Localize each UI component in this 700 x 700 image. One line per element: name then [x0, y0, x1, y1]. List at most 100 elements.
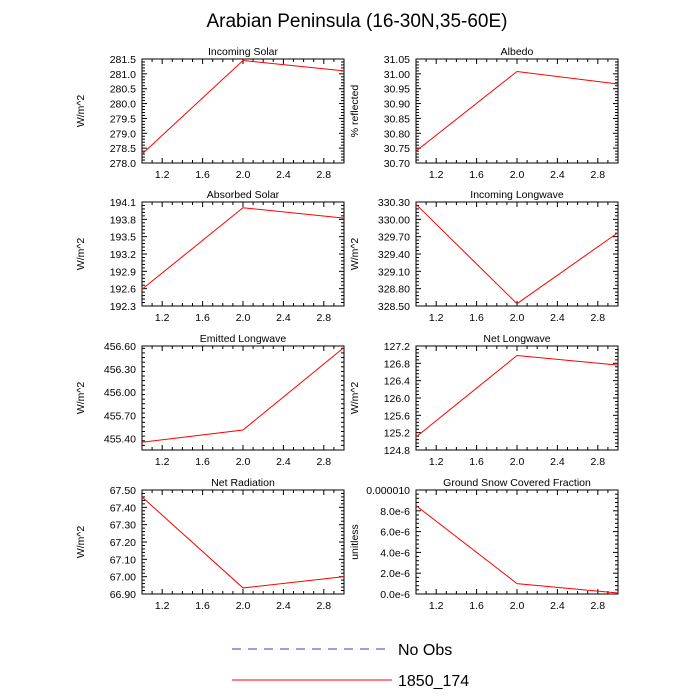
y-tick-label: 329.10 [378, 266, 410, 278]
y-tick-label: 67.00 [110, 572, 136, 584]
x-tick-label: 2.8 [316, 312, 331, 324]
x-tick-label: 1.6 [195, 600, 210, 612]
x-tick-label: 1.2 [429, 456, 444, 468]
x-tick-label: 2.8 [590, 456, 605, 468]
y-tick-label: 4.0e-6 [380, 547, 410, 559]
y-axis-label: W/m^2 [75, 95, 87, 128]
x-tick-label: 2.4 [550, 169, 565, 181]
y-tick-label: 31.00 [384, 69, 410, 81]
y-tick-label: 30.95 [384, 84, 410, 96]
y-tick-label: 281.5 [110, 54, 136, 66]
y-tick-label: 30.80 [384, 128, 410, 140]
panel-title: Net Radiation [211, 477, 275, 489]
y-tick-label: 30.70 [384, 158, 410, 170]
y-axis-label: W/m^2 [75, 526, 87, 559]
panel-title: Albedo [501, 46, 534, 58]
y-tick-label: 193.5 [110, 232, 136, 244]
series-line-1850-174 [141, 207, 345, 290]
x-tick-label: 1.2 [155, 312, 170, 324]
x-tick-label: 1.6 [469, 456, 484, 468]
y-tick-label: 126.4 [384, 376, 410, 388]
chart-panel: Absorbed Solar W/m^2 1.2 1.6 2.0 2.4 2.8 192.3 1… [75, 189, 345, 324]
y-tick-label: 2.0e-6 [380, 568, 410, 580]
y-tick-label: 281.0 [110, 69, 136, 81]
y-tick-label: 127.2 [384, 341, 410, 353]
y-axis-label: W/m^2 [349, 238, 361, 271]
chart-panel: Emitted Longwave W/m^2 1.2 1.6 2.0 2.4 2.8 455.… [75, 333, 345, 468]
y-tick-label: 328.50 [378, 301, 410, 313]
x-tick-label: 1.2 [429, 312, 444, 324]
x-tick-label: 2.0 [510, 456, 525, 468]
y-tick-label: 194.1 [110, 197, 136, 209]
x-tick-label: 2.4 [550, 312, 565, 324]
y-tick-label: 193.2 [110, 249, 136, 261]
y-tick-label: 456.60 [104, 341, 136, 353]
panel-title: Incoming Solar [208, 46, 279, 58]
x-tick-label: 2.8 [590, 169, 605, 181]
x-tick-label: 1.2 [155, 456, 170, 468]
y-tick-label: 67.50 [110, 485, 136, 497]
y-tick-label: 279.0 [110, 128, 136, 140]
panel-title: Ground Snow Covered Fraction [443, 477, 591, 489]
x-tick-label: 2.4 [550, 600, 565, 612]
y-tick-label: 30.90 [384, 99, 410, 111]
y-axis-label: W/m^2 [75, 238, 87, 271]
y-axis-label: W/m^2 [75, 382, 87, 415]
y-tick-label: 0.0e-6 [380, 589, 410, 601]
plot-frame [141, 345, 345, 451]
plot-frame [141, 489, 345, 595]
y-tick-label: 67.40 [110, 502, 136, 514]
chart-panel: Incoming Solar W/m^2 1.2 1.6 2.0 2.4 2.8 278.0 2… [75, 46, 345, 181]
x-tick-label: 1.6 [195, 169, 210, 181]
panel-title: Net Longwave [483, 333, 550, 345]
legend: No Obs 1850_174 [232, 642, 469, 690]
y-tick-label: 192.3 [110, 301, 136, 313]
y-tick-label: 278.5 [110, 143, 136, 155]
x-tick-label: 2.0 [236, 600, 251, 612]
y-tick-label: 124.8 [384, 445, 410, 457]
y-tick-label: 192.6 [110, 284, 136, 296]
y-tick-label: 6.0e-6 [380, 527, 410, 539]
y-tick-label: 0.000010 [366, 485, 410, 497]
y-tick-label: 126.0 [384, 393, 410, 405]
x-tick-label: 2.0 [510, 600, 525, 612]
x-tick-label: 1.2 [429, 169, 444, 181]
plot-frame [415, 489, 619, 595]
x-tick-label: 2.0 [236, 312, 251, 324]
y-tick-label: 280.0 [110, 99, 136, 111]
y-tick-label: 31.05 [384, 54, 410, 66]
y-tick-label: 125.6 [384, 410, 410, 422]
y-tick-label: 330.00 [378, 214, 410, 226]
x-tick-label: 2.8 [316, 600, 331, 612]
y-tick-label: 279.5 [110, 113, 136, 125]
x-tick-label: 2.4 [276, 312, 291, 324]
chart-panel: Ground Snow Covered Fraction unitless 1.2 1… [349, 477, 619, 612]
y-tick-label: 8.0e-6 [380, 506, 410, 518]
x-tick-label: 1.2 [155, 600, 170, 612]
x-tick-label: 1.6 [195, 312, 210, 324]
x-tick-label: 2.0 [236, 456, 251, 468]
chart-panel: Net Radiation W/m^2 1.2 1.6 2.0 2.4 2.8 66.90 67… [75, 477, 345, 612]
x-tick-label: 1.6 [469, 312, 484, 324]
x-tick-label: 2.4 [276, 600, 291, 612]
y-tick-label: 192.9 [110, 266, 136, 278]
y-tick-label: 66.90 [110, 589, 136, 601]
plot-frame [141, 201, 345, 307]
y-tick-label: 30.85 [384, 113, 410, 125]
series-line-1850-174 [415, 203, 619, 305]
panel-title: Absorbed Solar [207, 189, 280, 201]
series-line-1850-174 [141, 347, 345, 443]
x-tick-label: 2.8 [590, 600, 605, 612]
figure-title: Arabian Peninsula (16-30N,35-60E) [206, 11, 507, 32]
y-tick-label: 30.75 [384, 143, 410, 155]
panels: Incoming Solar W/m^2 1.2 1.6 2.0 2.4 2.8 278.0 2… [75, 46, 619, 612]
x-tick-label: 2.8 [316, 456, 331, 468]
y-tick-label: 330.30 [378, 197, 410, 209]
y-tick-label: 67.10 [110, 554, 136, 566]
y-tick-label: 328.80 [378, 284, 410, 296]
x-tick-label: 1.6 [195, 456, 210, 468]
panel-title: Incoming Longwave [470, 189, 564, 201]
x-tick-label: 1.2 [429, 600, 444, 612]
y-axis-label: unitless [349, 524, 361, 560]
